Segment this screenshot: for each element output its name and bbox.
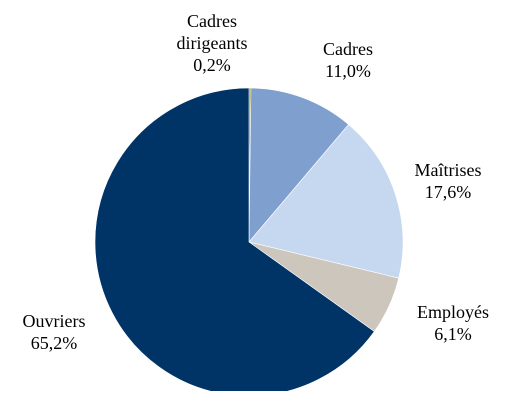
pie-label-name: Maîtrises [415, 160, 482, 180]
pie-label-cadres-dirigeants: Cadres dirigeants 0,2% [177, 11, 248, 75]
pie-label-name: Cadres [323, 39, 373, 59]
pie-labels: Cadres dirigeants 0,2%Cadres 11,0%Maîtrises… [23, 11, 489, 353]
pie-slice-ouvriers [94, 87, 375, 396]
pie-label-value: 65,2% [31, 333, 78, 353]
pie-label-cadres: Cadres 11,0% [323, 39, 373, 81]
pie-label-value: 6,1% [434, 324, 472, 344]
pie-label-name: Ouvriers [23, 311, 86, 331]
pie-label-value: 17,6% [425, 182, 472, 202]
pie-label-name: Employés [417, 302, 489, 322]
pie-slices [94, 87, 404, 396]
pie-label-employes: Employés 6,1% [417, 302, 489, 344]
pie-slice-maitrises [248, 124, 404, 279]
pie-label-value: 0,2% [193, 55, 231, 75]
pie-label-maitrises: Maîtrises 17,6% [415, 160, 482, 202]
pie-label-name: dirigeants [177, 33, 248, 53]
pie-label-name: Cadres [187, 11, 237, 31]
pie-label-value: 11,0% [325, 61, 371, 81]
pie-label-ouvriers: Ouvriers 65,2% [23, 311, 86, 353]
pie-slice-cadres [248, 87, 349, 243]
